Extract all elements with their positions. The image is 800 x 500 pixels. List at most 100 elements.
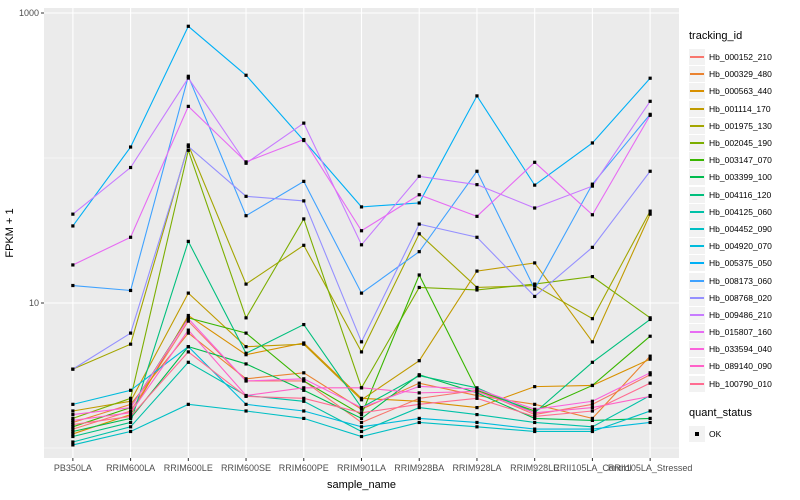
data-point <box>244 345 248 349</box>
legend-key <box>689 289 705 306</box>
data-point <box>417 232 421 236</box>
legend-key <box>689 341 705 358</box>
data-point <box>71 212 75 216</box>
data-point <box>417 402 421 406</box>
legend-item: Hb_089140_090 <box>689 358 797 375</box>
data-point <box>359 229 364 233</box>
data-point <box>71 432 75 436</box>
legend-key <box>689 83 705 100</box>
legend-item: Hb_000329_480 <box>689 66 797 83</box>
legend-item-label: Hb_008768_020 <box>709 292 772 303</box>
legend-quant-item: OK <box>689 425 797 442</box>
data-point <box>648 357 652 361</box>
data-point <box>128 411 133 415</box>
data-point <box>475 412 479 417</box>
x-tick-label: RRIM600SE <box>221 463 271 473</box>
data-point <box>71 423 75 427</box>
legend-line-swatch <box>690 210 704 213</box>
data-point <box>302 243 306 247</box>
legend-key <box>689 238 705 255</box>
data-point <box>359 434 364 439</box>
legend-line-swatch <box>690 193 704 196</box>
x-tick-label: RRIM600LE <box>164 463 213 473</box>
data-point <box>359 350 364 354</box>
data-point <box>417 384 421 388</box>
data-point <box>533 409 537 413</box>
legend-item: Hb_005375_050 <box>689 255 797 272</box>
legend-key <box>689 272 705 289</box>
data-point <box>590 429 595 434</box>
legend-line-swatch <box>690 313 704 316</box>
legend-line-swatch <box>690 227 704 230</box>
legend-item: Hb_015807_160 <box>689 324 797 341</box>
legend-line-swatch <box>690 159 704 162</box>
legend-key <box>689 203 705 220</box>
data-point <box>244 351 248 355</box>
data-point <box>186 24 190 28</box>
data-point <box>244 214 248 218</box>
data-point <box>648 113 652 117</box>
data-point <box>648 409 652 413</box>
data-point <box>186 148 190 152</box>
x-tick-label: RRIM901LA <box>337 463 386 473</box>
data-point <box>302 379 306 383</box>
data-point <box>417 381 421 385</box>
data-point <box>186 350 190 354</box>
data-point <box>302 386 306 390</box>
data-point <box>186 402 190 406</box>
data-point <box>359 416 364 421</box>
x-tick-label: RRIM600LA <box>106 463 155 473</box>
data-point <box>71 418 75 423</box>
data-point <box>359 429 364 434</box>
y-tick-label: 10 <box>29 298 39 308</box>
legend-item: Hb_000152_210 <box>689 49 797 66</box>
y-axis-title: FPKM + 1 <box>4 208 16 258</box>
data-point <box>244 282 248 286</box>
legend-item-label: Hb_008173_060 <box>709 275 772 286</box>
data-point <box>302 179 306 183</box>
legend-line-swatch <box>690 348 704 351</box>
data-point <box>475 214 479 218</box>
data-point <box>186 144 190 149</box>
legend-item-label: Hb_033594_040 <box>709 344 772 355</box>
data-point <box>244 331 248 335</box>
data-point <box>244 394 248 398</box>
legend-line-swatch <box>690 142 704 145</box>
legend-key <box>689 117 705 134</box>
legend-key <box>689 100 705 117</box>
data-point <box>590 245 595 249</box>
data-point <box>128 342 133 346</box>
x-tick-label: RRII105LA_Control <box>553 463 631 473</box>
legend-item-label: Hb_001114_170 <box>709 103 771 114</box>
data-point <box>590 425 595 429</box>
data-point <box>590 275 595 279</box>
quant-status-key <box>689 425 705 442</box>
data-point <box>71 420 75 425</box>
data-point <box>186 104 190 108</box>
data-point <box>186 345 190 349</box>
data-point <box>417 391 421 395</box>
data-point <box>71 427 75 431</box>
legend-item: Hb_004116_120 <box>689 186 797 203</box>
data-point <box>244 402 248 406</box>
data-point <box>128 405 133 410</box>
legend-key <box>689 220 705 237</box>
legend-item-label: Hb_100790_010 <box>709 378 772 389</box>
data-point <box>417 420 421 425</box>
legend-key <box>689 186 705 203</box>
data-point <box>128 416 133 421</box>
data-point <box>71 416 75 421</box>
data-point <box>244 73 248 77</box>
data-point <box>475 235 479 239</box>
data-point <box>359 291 364 295</box>
data-point <box>475 405 479 410</box>
legend-key <box>689 255 705 272</box>
data-point <box>475 285 479 290</box>
data-point <box>417 273 421 277</box>
data-point <box>128 388 133 392</box>
data-point <box>533 414 537 419</box>
x-tick-label: RRII105LA_Stressed <box>608 463 693 473</box>
data-point <box>417 399 421 403</box>
data-point <box>590 399 595 403</box>
